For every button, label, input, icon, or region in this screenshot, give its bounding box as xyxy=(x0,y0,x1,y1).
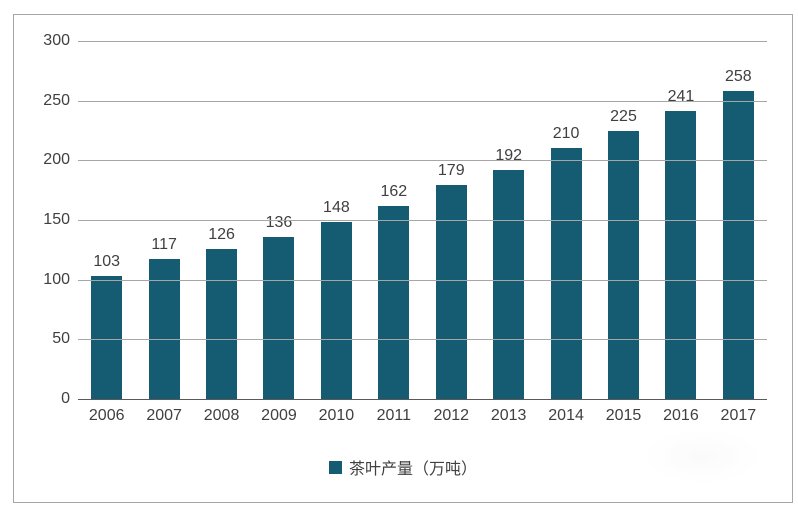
x-tick-label: 2016 xyxy=(663,407,699,424)
bar-slot: 225 xyxy=(595,41,652,399)
bar-2017 xyxy=(722,91,754,399)
bar-slot: 179 xyxy=(423,41,480,399)
x-tick-label: 2010 xyxy=(318,407,355,424)
bar-value-label: 126 xyxy=(208,225,235,243)
bar-slot: 148 xyxy=(308,41,365,399)
y-tick-label: 300 xyxy=(43,32,70,49)
gridline xyxy=(78,160,767,162)
bar-value-label: 103 xyxy=(93,253,121,271)
gridline xyxy=(78,41,767,42)
bar-slot: 117 xyxy=(135,41,192,399)
bars-row: 103 117 126 136 148 162 179 192 210 225 241 258 xyxy=(78,41,767,399)
bar-value-label: 179 xyxy=(437,162,465,180)
bar-2010 xyxy=(320,222,352,399)
bar-value-label: 192 xyxy=(495,146,523,164)
bar-2016 xyxy=(665,111,697,399)
bar-2013 xyxy=(493,169,525,399)
gridline xyxy=(78,100,767,102)
x-tick-label: 2007 xyxy=(146,407,182,424)
bar-value-label: 258 xyxy=(725,68,752,86)
y-tick-label: 50 xyxy=(52,330,70,348)
gridline xyxy=(78,220,767,221)
x-tick-label: 2011 xyxy=(376,407,412,424)
bar-value-label: 148 xyxy=(323,199,350,217)
x-tick-label: 2012 xyxy=(433,407,470,424)
bar-slot: 258 xyxy=(710,41,767,399)
bar-2006 xyxy=(91,276,123,399)
bar-slot: 136 xyxy=(250,41,307,399)
y-tick-label: 200 xyxy=(43,151,70,169)
x-tick-label: 2006 xyxy=(88,407,125,424)
bar-value-label: 225 xyxy=(610,107,637,125)
x-tick-label: 2009 xyxy=(261,407,297,424)
bar-value-label: 241 xyxy=(667,88,695,106)
y-tick-label: 100 xyxy=(43,270,70,288)
gridline xyxy=(78,279,767,281)
bar-2015 xyxy=(608,130,639,399)
bar-2009 xyxy=(263,236,295,399)
bar-2012 xyxy=(435,185,467,399)
x-tick-label: 2013 xyxy=(490,407,527,424)
bar-value-label: 162 xyxy=(380,182,408,200)
bar-slot: 192 xyxy=(480,41,537,399)
bar-2007 xyxy=(148,259,180,399)
y-tick-label: 250 xyxy=(43,91,70,109)
bar-2011 xyxy=(378,205,410,399)
bar-value-label: 210 xyxy=(552,125,580,143)
x-axis-labels: 2006 2007 2008 2009 2010 2011 2012 2013 2014 2015… xyxy=(78,407,767,425)
legend-label: 茶叶产量（万吨） xyxy=(348,461,477,478)
bar-slot: 162 xyxy=(365,41,422,399)
y-tick-label: 150 xyxy=(43,211,70,228)
legend: 茶叶产量（万吨） xyxy=(14,455,792,479)
y-tick-label: 0 xyxy=(61,390,70,407)
gridline xyxy=(78,339,767,341)
plot-area: 103 117 126 136 148 162 179 192 210 225 241 258 0 50… xyxy=(43,32,767,407)
bar-value-label: 136 xyxy=(265,213,293,231)
legend-swatch-icon xyxy=(328,460,342,474)
chart-frame: 103 117 126 136 148 162 179 192 210 225 241 258 0 50… xyxy=(13,14,793,503)
bar-slot: 126 xyxy=(193,41,250,399)
bar-2008 xyxy=(206,248,238,399)
x-tick-label: 2017 xyxy=(720,407,757,424)
bar-2014 xyxy=(550,148,582,399)
bar-slot: 103 xyxy=(78,41,135,399)
bar-slot: 210 xyxy=(537,41,594,399)
x-tick-label: 2014 xyxy=(548,407,584,424)
x-axis-line xyxy=(78,399,767,400)
x-tick-label: 2015 xyxy=(605,407,642,424)
bar-value-label: 117 xyxy=(151,236,177,254)
bar-slot: 241 xyxy=(652,41,709,399)
x-tick-label: 2008 xyxy=(203,407,240,424)
